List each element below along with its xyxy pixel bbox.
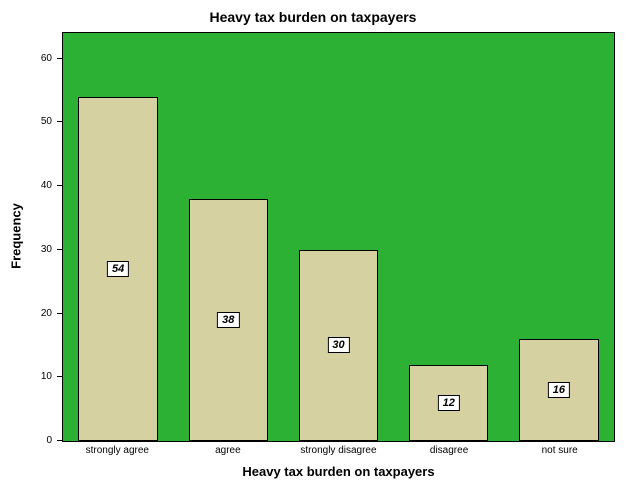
x-tick-label-strongly-disagree: strongly disagree	[300, 445, 377, 456]
y-tick-mark	[57, 185, 62, 186]
y-tick-mark	[57, 376, 62, 378]
x-tick-label-agree: agree	[215, 445, 241, 456]
bar-slot: 54	[63, 33, 173, 441]
y-tick-label: 40	[40, 180, 52, 191]
bar-value-label: 16	[547, 382, 571, 398]
y-tick-label: 10	[40, 371, 52, 383]
x-axis-title: Heavy tax burden on taxpayers	[242, 464, 435, 479]
bar-slot: 12	[394, 33, 504, 441]
y-tick-label: 20	[40, 307, 52, 319]
bar-slot: 16	[504, 33, 614, 441]
y-tick-mark	[57, 121, 62, 123]
y-tick-label: 50	[40, 116, 52, 128]
bar-strongly-disagree: 30	[298, 249, 379, 441]
bar-strongly-agree: 54	[78, 96, 158, 441]
bar-slot: 30	[283, 33, 393, 441]
y-tick-mark	[57, 57, 62, 59]
chart-title: Heavy tax burden on taxpayers	[209, 9, 417, 25]
y-tick-mark	[57, 248, 62, 250]
bar-value-label: 12	[437, 394, 460, 411]
bar-value-label: 30	[327, 337, 350, 354]
bar-value-label: 54	[106, 260, 130, 277]
y-tick-label: 60	[40, 52, 52, 64]
x-axis-tick-labels: strongly agree agree strongly disagree disa…	[62, 445, 615, 456]
bar-disagree: 12	[409, 364, 489, 441]
bar-agree: 38	[188, 198, 268, 441]
plot-area: 54 38 30 12 16	[62, 32, 615, 442]
x-tick-label-not-sure: not sure	[541, 445, 578, 456]
bars-container: 54 38 30 12 16	[63, 33, 614, 441]
y-tick-mark	[57, 440, 62, 441]
y-tick-label: 0	[46, 435, 52, 446]
x-tick-label-strongly-agree: strongly agree	[85, 445, 149, 456]
bar-value-label: 38	[217, 311, 240, 328]
bar-not-sure: 16	[519, 339, 599, 441]
y-tick-label: 30	[40, 243, 52, 255]
bar-slot: 38	[173, 33, 283, 441]
y-tick-mark	[57, 312, 62, 314]
y-axis-ticks: 0 10 20 30 40 50 60	[0, 32, 62, 446]
x-tick-label-disagree: disagree	[429, 445, 469, 456]
